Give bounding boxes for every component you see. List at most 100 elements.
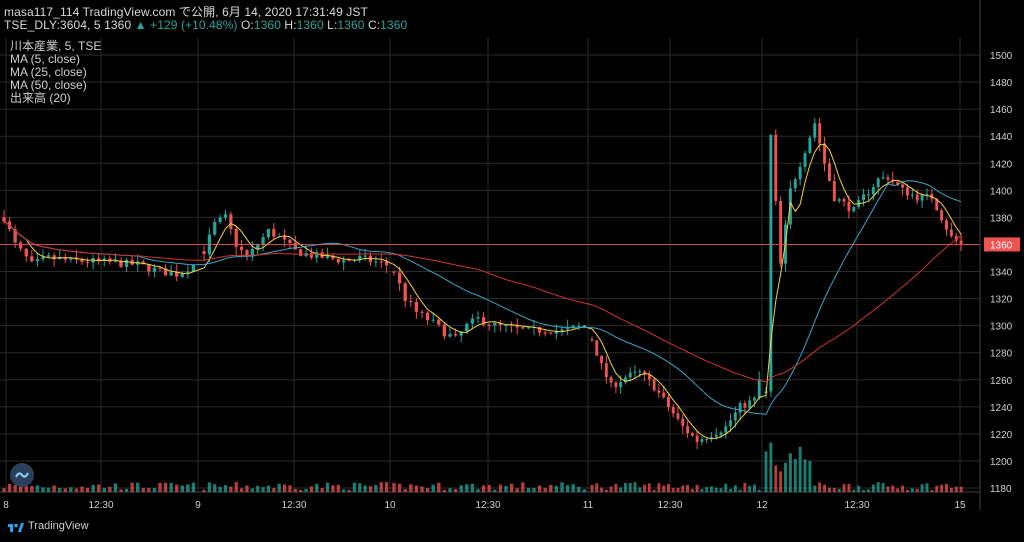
candle-body (342, 260, 346, 263)
price-tick-label: 1200 (990, 457, 1013, 468)
volume-bar (847, 483, 851, 492)
volume-bar (266, 485, 271, 492)
candle-body (465, 323, 469, 332)
candle-body (571, 325, 575, 328)
legend-volume[interactable]: 出来高 (20) (10, 91, 71, 105)
candle-body (191, 264, 196, 272)
legend-symbol[interactable]: 川本産業, 5, TSE (10, 39, 102, 53)
candle-body (537, 327, 542, 333)
volume-bar (577, 486, 581, 492)
volume-bar (102, 487, 106, 492)
candle-body (798, 166, 802, 180)
candle-body (186, 271, 190, 273)
volume-bar (315, 483, 319, 492)
volume-bar (565, 485, 570, 492)
volume-bar (229, 486, 233, 492)
legend-ma5[interactable]: MA (5, close) (10, 52, 81, 66)
candle-body (163, 268, 168, 276)
legend-ma50[interactable]: MA (50, close) (10, 78, 87, 92)
legend-ma25[interactable]: MA (25, close) (10, 65, 87, 79)
candle-body (288, 239, 292, 243)
time-tick-label: 12:30 (88, 500, 113, 511)
candle-body (676, 413, 680, 419)
tradingview-logo[interactable]: TradingView (8, 520, 89, 532)
candle-body (448, 334, 452, 337)
candle-body (102, 258, 106, 261)
price-tick-label: 1240 (990, 403, 1013, 414)
candle-body (202, 251, 206, 255)
volume-bar (852, 489, 856, 492)
candle-body (681, 418, 685, 427)
volume-bar (331, 485, 335, 492)
price-tick-label: 1420 (990, 159, 1013, 170)
candle-body (24, 248, 28, 257)
volume-bar (818, 482, 822, 492)
candle-body (949, 229, 953, 237)
volume-bar (175, 484, 179, 492)
candle-body (272, 228, 276, 237)
volume-bar (808, 460, 812, 492)
time-tick-label: 12 (756, 500, 768, 511)
change-value: +129 (+10.48%) (150, 18, 238, 32)
volume-bar (638, 487, 642, 492)
candle-body (19, 242, 23, 249)
candle-body (442, 324, 447, 337)
price-tick-label: 1280 (990, 349, 1013, 360)
candle-body (906, 187, 909, 196)
volume-bar (213, 484, 217, 492)
volume-bar (46, 487, 51, 492)
volume-bar (881, 482, 885, 492)
tradingview-brand: TradingView (28, 520, 89, 532)
volume-bar (234, 482, 238, 492)
volume-bar (19, 484, 23, 492)
chart-grid (0, 0, 981, 510)
candle-body (325, 255, 330, 258)
volume-bar (705, 486, 709, 492)
volume-bar (309, 486, 314, 492)
volume-bar (671, 488, 675, 492)
candle-body (425, 312, 430, 321)
candle-body (437, 319, 441, 325)
volume-bar (409, 484, 413, 492)
candle-body (695, 435, 699, 442)
volume-bar (336, 484, 340, 492)
chart-menu-button[interactable] (10, 463, 34, 487)
candle-body (299, 249, 303, 256)
volume-bar (13, 484, 17, 492)
volume-bar (769, 442, 773, 492)
volume-bar (662, 485, 666, 492)
volume-bar (223, 485, 228, 492)
ma50-line (3, 220, 962, 383)
volume-bar (949, 487, 953, 492)
candle-body (521, 327, 525, 329)
candle-body (223, 214, 228, 218)
volume-bar (91, 484, 95, 492)
candle-body (69, 257, 73, 260)
candle-body (729, 420, 732, 427)
candle-body (881, 177, 885, 179)
volume-bar (136, 482, 140, 492)
candle-body (686, 426, 689, 434)
volume-bar (832, 488, 836, 492)
volume-bar (920, 484, 924, 492)
volume-bar (719, 488, 723, 492)
volume-bar (714, 487, 718, 492)
candle-body (41, 256, 45, 260)
volume-bar (304, 488, 308, 492)
candle-body (58, 257, 62, 260)
candle-body (803, 153, 807, 167)
volume-bar (526, 487, 531, 492)
candle-body (577, 325, 581, 327)
candle-body (392, 271, 396, 273)
wave-icon (15, 472, 29, 478)
candle-body (358, 255, 362, 260)
volume-bar (325, 482, 330, 492)
volume-bar (604, 489, 608, 492)
volume-bar (397, 483, 402, 492)
candle-body (543, 332, 547, 334)
candle-body (374, 261, 378, 263)
symbol-ohlc: TSE_DLY:3604, 5 1360 ▲ +129 (+10.48%) O:… (4, 18, 407, 32)
volume-bar (624, 482, 627, 492)
candle-body (753, 397, 756, 401)
